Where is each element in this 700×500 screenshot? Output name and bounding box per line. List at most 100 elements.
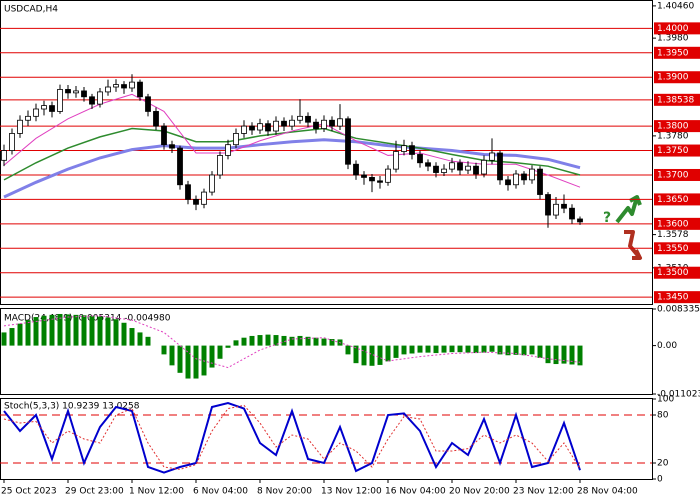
up-arrow (615, 195, 642, 224)
candle-body (561, 203, 567, 209)
histogram-bar (441, 345, 447, 353)
level-label: 1.3750 (657, 146, 689, 156)
candle-body (449, 162, 455, 170)
candle-body (361, 174, 367, 178)
level-label-bg (654, 71, 700, 84)
histogram-bar (105, 317, 111, 346)
histogram-bar (545, 345, 551, 364)
y-tick-label: 0.00 (657, 341, 677, 351)
signal-line (3, 315, 581, 369)
histogram-bar (433, 345, 439, 354)
candle-body (377, 180, 383, 183)
down-arrow (624, 230, 642, 260)
y-tick-label: 80 (657, 411, 669, 421)
histogram-bar (369, 345, 375, 366)
candle-body (73, 90, 79, 94)
histogram-bar (393, 345, 399, 358)
candle-body (529, 168, 535, 181)
histogram-bar (25, 320, 31, 346)
level-label: 1.3950 (657, 48, 689, 58)
level-label: 1.3700 (657, 170, 689, 180)
histogram-bar (113, 319, 119, 346)
candle-body (313, 121, 319, 129)
histogram-bar (97, 316, 103, 346)
histogram-bar (225, 345, 231, 348)
candle-body (441, 168, 447, 173)
candle-body (537, 168, 543, 195)
candle-body (521, 173, 527, 181)
candle-body (257, 123, 263, 131)
histogram-bar (305, 336, 311, 346)
level-label: 1.3900 (657, 73, 689, 83)
level-label: 1.3800 (657, 122, 689, 132)
level-label-bg (654, 93, 700, 106)
histogram-bar (449, 345, 455, 353)
candle-body (481, 159, 487, 175)
candle-body (489, 152, 495, 161)
level-label-bg (654, 144, 700, 157)
histogram-bar (505, 345, 511, 356)
histogram-bar (241, 337, 247, 346)
candle-body (9, 133, 15, 151)
level-label-bg (654, 120, 700, 133)
histogram-bar (377, 345, 383, 365)
histogram-bar (481, 345, 487, 353)
level-label: 1.3500 (657, 268, 689, 278)
histogram-bar (145, 336, 151, 346)
histogram-bar (233, 340, 239, 346)
candle-body (49, 105, 55, 112)
stoch-line (3, 401, 581, 474)
candle-body (513, 173, 519, 186)
level-label: 1.38538 (657, 95, 694, 105)
chart-title: USDCAD,H4 (4, 5, 58, 15)
level-label: 1.4000 (657, 24, 689, 34)
histogram-bar (217, 345, 223, 359)
candle-body (401, 145, 407, 152)
level-label: 1.3450 (657, 293, 689, 303)
histogram-bar (1, 332, 7, 346)
candle-body (305, 115, 311, 123)
candle-body (369, 177, 375, 182)
histogram-bar (353, 345, 359, 364)
candle-body (249, 125, 255, 131)
histogram-bar (81, 315, 87, 346)
histogram-bar (577, 345, 583, 366)
histogram-bar (33, 317, 39, 346)
candle-body (281, 120, 287, 127)
candle-body (321, 119, 327, 129)
y-tick-label: 1.3780 (657, 131, 689, 141)
histogram-bar (457, 345, 463, 353)
histogram-bar (209, 345, 215, 368)
histogram-bar (497, 345, 503, 355)
histogram-bar (385, 345, 391, 362)
macd-panel (0, 308, 653, 395)
candle-body (545, 194, 551, 216)
candle-body (417, 154, 423, 164)
histogram-bar (121, 322, 127, 346)
candle-body (89, 96, 95, 105)
histogram-bar (57, 313, 63, 346)
level-label-bg (654, 168, 700, 181)
x-tick-label: 29 Oct 23:00 (65, 487, 124, 497)
level-label-bg (654, 266, 700, 279)
histogram-bar (345, 345, 351, 355)
y-tick-label: 1.40460 (657, 1, 694, 11)
histogram-bar (129, 328, 135, 346)
candle-body (121, 84, 127, 89)
histogram-bar (425, 345, 431, 353)
candle-body (433, 165, 439, 173)
candle-body (177, 147, 183, 186)
candle-body (161, 125, 167, 146)
candle-body (105, 86, 111, 93)
candle-body (265, 123, 271, 132)
histogram-bar (177, 345, 183, 373)
x-tick-label: 6 Nov 04:00 (193, 487, 248, 497)
candle-body (185, 184, 191, 200)
candle-body (473, 165, 479, 175)
candle-body (145, 96, 151, 112)
histogram-bar (537, 345, 543, 358)
histogram-bar (73, 314, 79, 346)
histogram-bar (465, 345, 471, 353)
level-label-bg (654, 291, 700, 304)
